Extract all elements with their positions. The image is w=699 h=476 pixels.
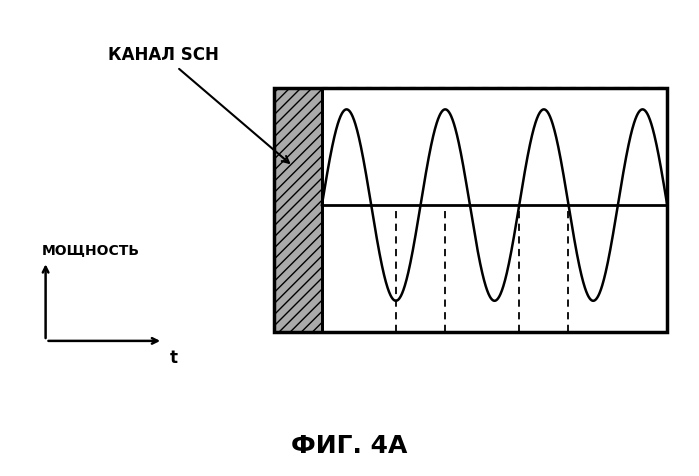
Text: КАНАЛ SCH: КАНАЛ SCH	[108, 46, 289, 163]
Bar	[273, 89, 668, 331]
Text: ФИГ. 4А: ФИГ. 4А	[291, 434, 408, 458]
Bar	[273, 89, 322, 331]
Text: t: t	[170, 349, 178, 367]
Text: МОЩНОСТЬ: МОЩНОСТЬ	[42, 243, 140, 257]
Bar	[273, 89, 322, 331]
